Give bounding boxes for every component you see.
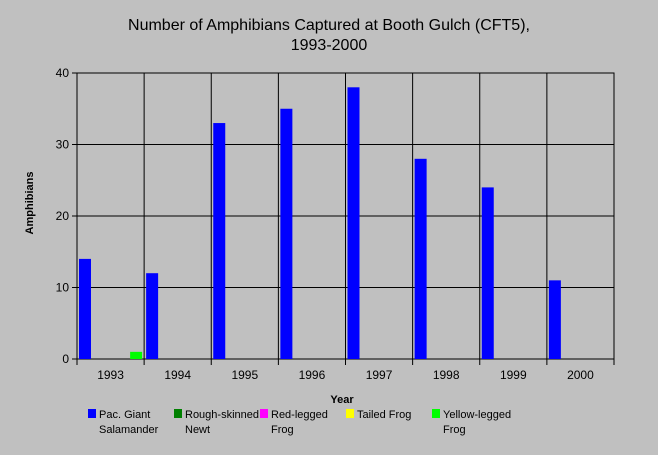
- bar: [280, 108, 293, 359]
- legend-swatch: [346, 409, 354, 418]
- plot-area: 0 10 20 30 40 1993 1994 1995 1996 1997 1998 1999 200…: [56, 66, 615, 382]
- legend: Pac. Giant Salamander Rough-skinned Newt Red…: [88, 409, 511, 436]
- legend-label: Red-legged: [271, 409, 328, 421]
- x-tick-label: 2000: [567, 368, 594, 382]
- legend-swatch: [174, 409, 182, 418]
- legend-label: Frog: [271, 424, 294, 436]
- bar: [414, 158, 427, 359]
- y-tick-label: 0: [62, 352, 69, 366]
- y-tick-label: 10: [56, 281, 70, 295]
- bar: [347, 87, 360, 360]
- bar: [130, 351, 143, 359]
- y-tick-label: 40: [56, 66, 70, 80]
- y-tick-label: 20: [56, 209, 70, 223]
- x-tick-label: 1999: [500, 368, 527, 382]
- legend-swatch: [260, 409, 268, 418]
- bar: [548, 280, 561, 359]
- legend-label: Pac. Giant: [99, 409, 150, 421]
- chart-title: Number of Amphibians Captured at Booth G…: [128, 17, 530, 34]
- legend-label: Tailed Frog: [357, 409, 411, 421]
- bar: [79, 258, 91, 359]
- y-tick-label: 30: [56, 138, 70, 152]
- x-tick-label: 1997: [366, 368, 393, 382]
- x-tick-label: 1994: [164, 368, 191, 382]
- x-tick-label: 1995: [231, 368, 258, 382]
- legend-label: Newt: [185, 424, 210, 436]
- bar: [146, 273, 159, 359]
- x-axis-label: Year: [330, 394, 354, 406]
- legend-swatch: [432, 409, 440, 418]
- bar: [481, 187, 494, 359]
- chart-subtitle: 1993-2000: [291, 37, 368, 54]
- legend-swatch: [88, 409, 96, 418]
- x-tick-label: 1996: [299, 368, 326, 382]
- bar: [213, 123, 226, 359]
- legend-label: Yellow-legged: [443, 409, 511, 421]
- y-axis-label: Amphibians: [24, 172, 36, 235]
- x-tick-label: 1993: [97, 368, 124, 382]
- legend-label: Rough-skinned: [185, 409, 259, 421]
- legend-label: Frog: [443, 424, 466, 436]
- legend-label: Salamander: [99, 424, 159, 436]
- x-tick-label: 1998: [433, 368, 460, 382]
